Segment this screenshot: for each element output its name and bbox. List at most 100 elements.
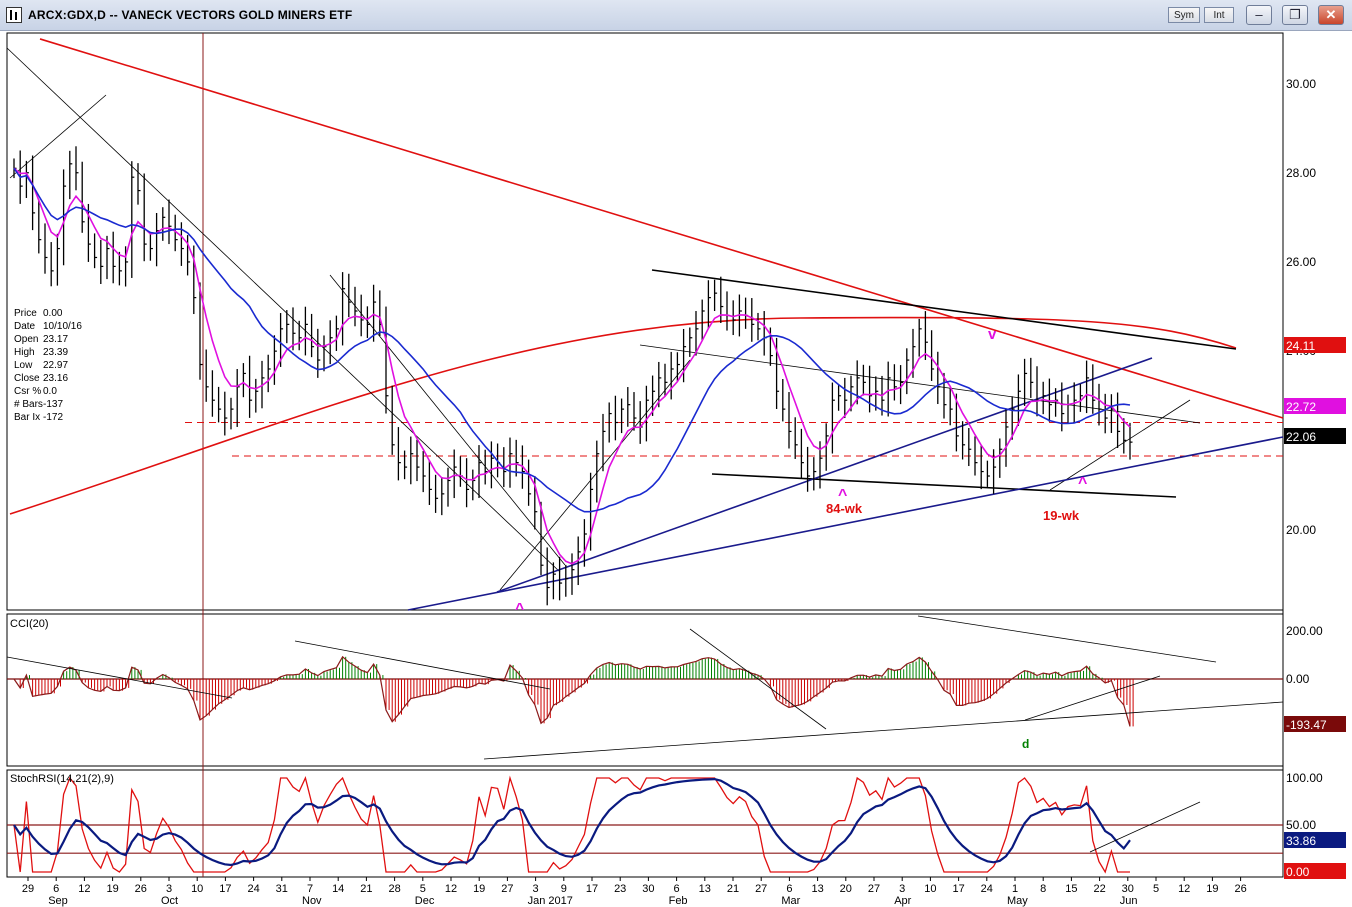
price-tick-label: 30.00 [1286, 77, 1316, 91]
annotation-19wk: 19-wk [1043, 508, 1080, 523]
red-downtrend-line [39, 38, 1284, 419]
minimize-button[interactable]: – [1246, 5, 1272, 25]
cci-trend-line [689, 628, 827, 730]
cci-line [13, 655, 1131, 727]
info-label-barix: Bar Ix [14, 412, 40, 423]
x-tick-label: 27 [501, 883, 513, 895]
annotation-low-mar: ^ [838, 487, 847, 504]
thin-downtrend-line [6, 47, 561, 573]
info-value-price: 0.00 [43, 308, 63, 319]
price-tick-label: 20.00 [1286, 523, 1316, 537]
info-value-open: 23.17 [43, 334, 68, 345]
x-tick-label: 1 [1012, 883, 1018, 895]
ma-magenta-line [13, 167, 1131, 565]
x-tick-label: 12 [1178, 883, 1190, 895]
month-label: Apr [894, 895, 911, 907]
info-label-bars: # Bars [14, 399, 43, 410]
info-value-csr: 0.0 [43, 386, 57, 397]
x-tick-label: 21 [727, 883, 739, 895]
x-tick-label: 17 [952, 883, 964, 895]
info-label-csr: Csr % [14, 386, 41, 397]
info-value-close: 23.16 [43, 373, 68, 384]
x-tick-label: 26 [135, 883, 147, 895]
annotation-cci-d: d [1022, 737, 1029, 751]
x-tick-label: 5 [1153, 883, 1159, 895]
month-label: Oct [161, 895, 178, 907]
stoch-fast-line [13, 775, 1130, 874]
chart-canvas[interactable]: 29 6 12 19 26 3 10 17 24 31 7 14 21 28 5 12 19 27 3 9 17 23 30… [0, 30, 1352, 907]
annotation-low-may: ^ [1078, 475, 1087, 492]
x-tick-label: 21 [360, 883, 372, 895]
info-label-price: Price [14, 308, 37, 319]
black-upper-trendline [651, 269, 1237, 350]
x-tick-label: 13 [699, 883, 711, 895]
ma-blue-line [13, 167, 1131, 513]
x-tick-label: 6 [786, 883, 792, 895]
x-tick-label: 15 [1065, 883, 1077, 895]
x-tick-label: 17 [586, 883, 598, 895]
month-label: Feb [669, 895, 688, 907]
info-value-bars: -137 [43, 399, 63, 410]
restore-button[interactable]: ❐ [1282, 5, 1308, 25]
cci-value-label: -193.47 [1286, 718, 1327, 732]
info-label-close: Close [14, 373, 40, 384]
cci-uptrend-line [483, 701, 1284, 760]
price-label-magenta-bg [1284, 398, 1346, 414]
cci-trend-line [6, 656, 233, 699]
info-label-high: High [14, 347, 35, 358]
x-tick-label: 30 [1122, 883, 1134, 895]
month-label: Mar [781, 895, 800, 907]
x-tick-label: 27 [868, 883, 880, 895]
cci-title: CCI(20) [10, 618, 49, 630]
x-tick-label: 19 [1206, 883, 1218, 895]
stoch-trend-line [1089, 801, 1201, 853]
x-tick-label: 5 [420, 883, 426, 895]
annotation-high-apr: v [988, 326, 997, 343]
close-button[interactable]: ✕ [1318, 5, 1344, 25]
x-tick-label: 12 [445, 883, 457, 895]
x-tick-label: 29 [22, 883, 34, 895]
price-label-last-bg [1284, 428, 1346, 444]
price-label-last: 22.06 [1286, 430, 1316, 444]
stoch-tick-label: 50.00 [1286, 818, 1316, 832]
x-tick-label: 10 [191, 883, 203, 895]
price-tick-label: 28.00 [1286, 166, 1316, 180]
x-tick-label: 6 [53, 883, 59, 895]
x-tick-label: 27 [755, 883, 767, 895]
month-label: May [1007, 895, 1028, 907]
month-label: Jun [1120, 895, 1138, 907]
chart-app-icon [6, 7, 22, 23]
info-value-low: 22.97 [43, 360, 68, 371]
interval-button[interactable]: Int [1204, 7, 1234, 23]
month-label: Dec [415, 895, 435, 907]
black-lower-trendline [711, 473, 1177, 498]
title-bar[interactable]: ARCX:GDX,D -- VANECK VECTORS GOLD MINERS… [0, 0, 1352, 31]
info-value-barix: -172 [43, 412, 63, 423]
annotation-84wk: 84-wk [826, 501, 863, 516]
annotation-low-dec: ^ [515, 601, 524, 618]
x-tick-label: 3 [533, 883, 539, 895]
x-tick-label: 14 [332, 883, 344, 895]
x-tick-label: 19 [473, 883, 485, 895]
x-tick-label: 20 [840, 883, 852, 895]
cci-panel [6, 613, 1284, 767]
stoch-value-slow: 33.86 [1286, 834, 1316, 848]
month-label: Jan 2017 [528, 895, 573, 907]
x-tick-label: 7 [307, 883, 313, 895]
x-tick-label: 24 [247, 883, 259, 895]
x-tick-label: 26 [1234, 883, 1246, 895]
x-tick-label: 30 [642, 883, 654, 895]
stoch-value-fast-bg [1284, 863, 1346, 879]
symbol-button[interactable]: Sym [1168, 7, 1200, 23]
x-tick-label: 12 [78, 883, 90, 895]
info-value-high: 23.39 [43, 347, 68, 358]
x-tick-label: 3 [166, 883, 172, 895]
stoch-value-fast: 0.00 [1286, 865, 1310, 879]
red-long-ma [9, 316, 1237, 515]
price-tick-label: 26.00 [1286, 255, 1316, 269]
window-title: ARCX:GDX,D -- VANECK VECTORS GOLD MINERS… [28, 8, 353, 22]
x-tick-label: 24 [981, 883, 993, 895]
x-tick-label: 19 [106, 883, 118, 895]
price-label-red-bg [1284, 337, 1346, 353]
info-label-low: Low [14, 360, 33, 371]
